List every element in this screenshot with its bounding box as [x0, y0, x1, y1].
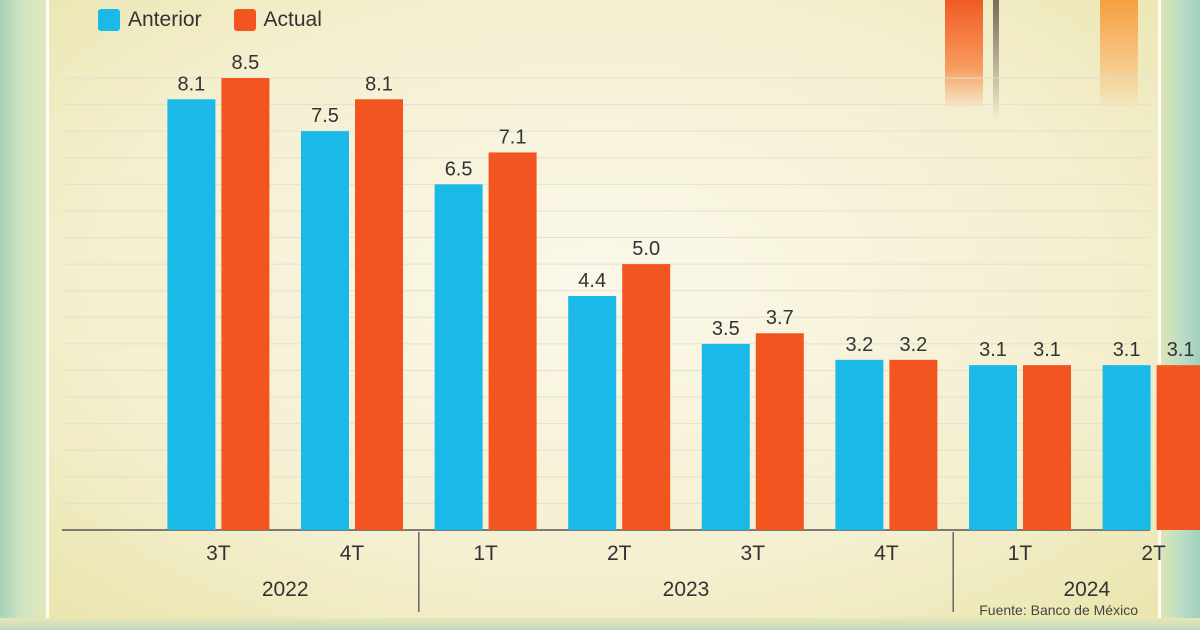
data-label-anterior-5: 3.2 [845, 334, 873, 356]
data-label-anterior-3: 4.4 [578, 270, 606, 292]
bar-anterior-2 [434, 184, 483, 530]
data-label-anterior-7: 3.1 [1113, 339, 1141, 361]
data-label-actual-0: 8.5 [231, 52, 259, 74]
data-label-actual-6: 3.1 [1033, 339, 1061, 361]
data-label-actual-3: 5.0 [632, 238, 660, 260]
bar-anterior-3 [568, 296, 617, 530]
right-frame-line [1158, 0, 1161, 630]
x-tick-label-3: 2T [607, 542, 632, 565]
legend-swatch-actual [233, 9, 256, 31]
data-label-actual-4: 3.7 [766, 307, 794, 329]
x-tick-label-4: 3T [741, 542, 766, 565]
left-frame-line [46, 0, 49, 630]
bar-actual-6 [1023, 365, 1071, 530]
legend-item-anterior: Anterior [98, 8, 202, 32]
bar-actual-7 [1156, 365, 1200, 530]
x-tick-label-6: 1T [1008, 542, 1033, 565]
bar-actual-3 [622, 264, 671, 530]
bar-anterior-7 [1102, 365, 1151, 530]
year-label-2023: 2023 [663, 578, 710, 601]
data-label-actual-7: 3.1 [1167, 339, 1195, 361]
data-label-actual-2: 7.1 [499, 126, 527, 148]
bar-anterior-1 [301, 131, 349, 531]
legend-label-anterior: Anterior [128, 8, 202, 31]
legend-item-actual: Actual [233, 8, 322, 32]
legend-label-actual: Actual [263, 8, 322, 31]
bar-actual-0 [221, 78, 270, 530]
data-label-anterior-6: 3.1 [979, 339, 1007, 361]
bar-anterior-0 [167, 99, 216, 530]
data-label-actual-5: 3.2 [899, 334, 927, 356]
x-tick-label-0: 3T [206, 542, 231, 565]
bar-actual-2 [488, 152, 537, 530]
data-label-anterior-2: 6.5 [445, 158, 473, 180]
data-label-anterior-4: 3.5 [712, 318, 740, 340]
bar-actual-5 [889, 359, 938, 530]
source-note: Fuente: Banco de México [979, 602, 1138, 618]
decorative-dark-bar [993, 0, 999, 120]
decorative-orange-bar [945, 0, 983, 110]
legend-swatch-anterior [98, 9, 120, 31]
decorative-amber-bar [1100, 0, 1138, 110]
bar-anterior-5 [835, 359, 884, 530]
chart-legend: Anterior Actual [98, 6, 322, 34]
year-label-2024: 2024 [1063, 578, 1110, 601]
x-tick-label-1: 4T [340, 542, 365, 565]
bar-actual-1 [355, 99, 403, 530]
x-tick-label-5: 4T [874, 542, 899, 565]
year-label-2022: 2022 [262, 578, 309, 601]
data-label-anterior-0: 8.1 [177, 73, 205, 95]
bar-actual-4 [755, 333, 804, 530]
bottom-frame-border [0, 618, 1200, 630]
x-tick-label-2: 1T [473, 542, 498, 565]
data-label-anterior-1: 7.5 [311, 105, 339, 127]
data-label-actual-1: 8.1 [365, 73, 393, 95]
left-frame-border [0, 0, 48, 630]
bar-anterior-6 [969, 365, 1017, 530]
bar-anterior-4 [701, 343, 750, 530]
x-tick-label-7: 2T [1141, 542, 1166, 565]
